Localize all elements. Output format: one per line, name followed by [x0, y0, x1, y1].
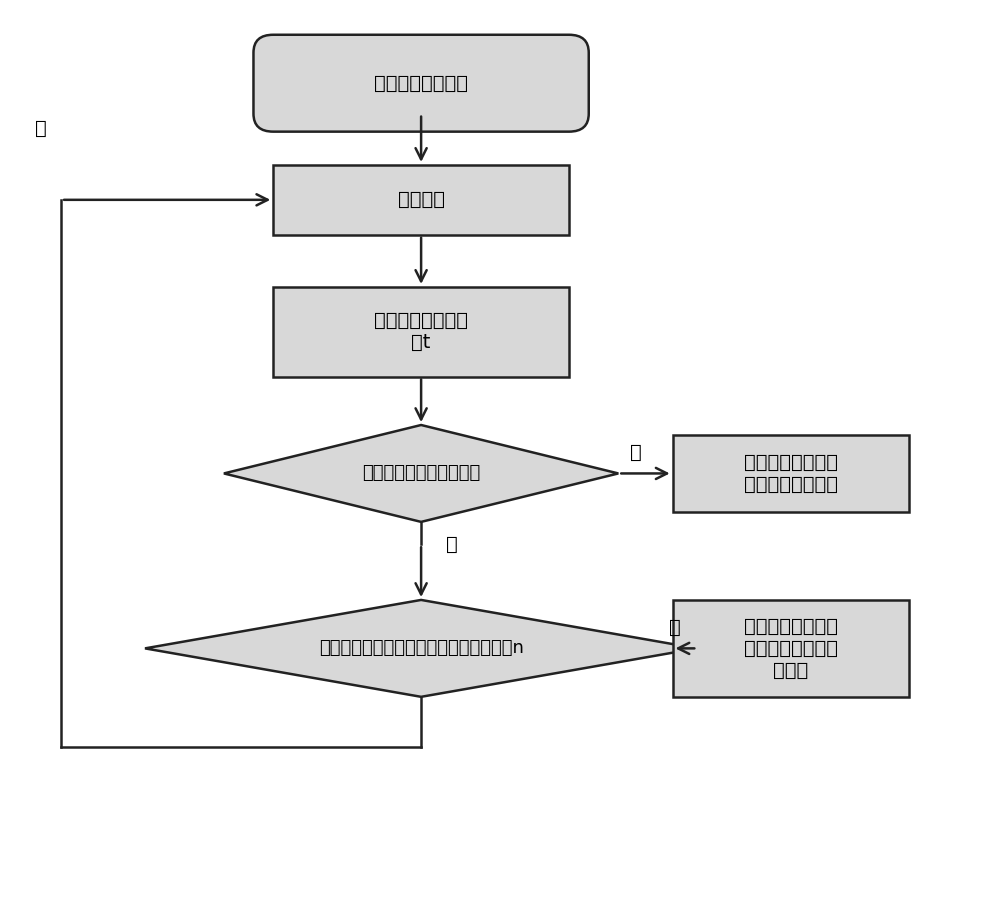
- Bar: [673, 600, 909, 697]
- Text: 否: 否: [35, 118, 46, 138]
- Bar: [673, 435, 909, 512]
- Text: 是: 是: [669, 618, 681, 637]
- Text: 运行洗洤泵一定时
间t: 运行洗洤泵一定时 间t: [374, 312, 468, 353]
- Text: 洗碗机排水结束，
继续执行后续程序: 洗碗机排水结束， 继续执行后续程序: [744, 453, 838, 494]
- Text: 开始执行排水程序: 开始执行排水程序: [374, 74, 468, 93]
- Text: 排水流程: 排水流程: [398, 190, 445, 210]
- Text: 判断洗洤泵是否空载运行: 判断洗洤泵是否空载运行: [362, 465, 480, 483]
- Polygon shape: [224, 425, 618, 522]
- Text: 是: 是: [630, 443, 641, 462]
- Polygon shape: [145, 600, 697, 697]
- FancyBboxPatch shape: [253, 35, 589, 132]
- Text: 判断洗洤泵启动次数是否累计达到设定値n: 判断洗洤泵启动次数是否累计达到设定値n: [319, 640, 524, 658]
- Text: 判定洗碗机产生排
水故障，洗碗机停
止工作: 判定洗碗机产生排 水故障，洗碗机停 止工作: [744, 617, 838, 680]
- Text: 否: 否: [446, 535, 458, 554]
- Bar: [273, 287, 569, 376]
- Bar: [273, 165, 569, 235]
